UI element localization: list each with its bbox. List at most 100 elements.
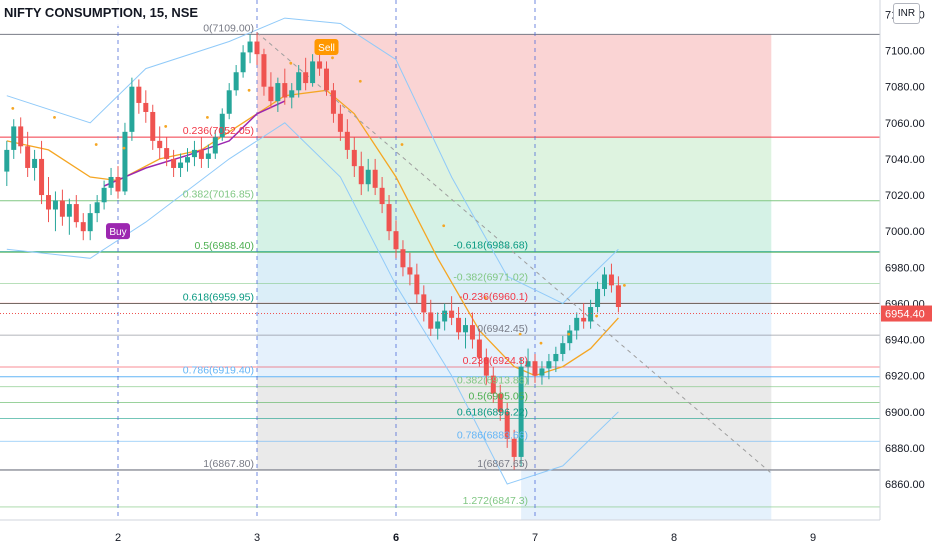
candle-body bbox=[185, 157, 190, 163]
candle-body bbox=[330, 90, 336, 114]
time-tick-label: 6 bbox=[393, 532, 399, 544]
fib-zone-0.5 bbox=[257, 252, 772, 304]
fib-zone-0.382 bbox=[257, 200, 772, 253]
candle bbox=[226, 83, 232, 120]
candle bbox=[143, 90, 149, 123]
candle-body bbox=[87, 213, 93, 232]
candle-body bbox=[337, 113, 343, 132]
candle-body bbox=[358, 166, 364, 185]
candle bbox=[483, 348, 489, 385]
candle bbox=[11, 119, 17, 159]
candle bbox=[344, 119, 350, 159]
fib-zone-0.618 bbox=[257, 303, 772, 377]
sar-dot bbox=[400, 143, 404, 146]
candle bbox=[59, 189, 65, 226]
candle bbox=[581, 303, 587, 329]
candle-body bbox=[212, 137, 218, 154]
fib-label-secondary: 0.786(6883.66) bbox=[457, 429, 528, 441]
candle bbox=[46, 176, 51, 223]
candle-body bbox=[178, 162, 184, 168]
sar-dot bbox=[289, 61, 293, 65]
candle-body bbox=[400, 249, 406, 268]
candle bbox=[351, 137, 357, 177]
candle-body bbox=[421, 294, 427, 313]
candle-body bbox=[344, 131, 350, 150]
candle-body bbox=[4, 149, 10, 172]
candle bbox=[108, 167, 114, 196]
time-tick-label: 8 bbox=[671, 532, 677, 544]
fib-label-secondary: 0.236(6924.8) bbox=[463, 355, 528, 367]
candle-body bbox=[456, 317, 462, 333]
candle bbox=[511, 429, 517, 470]
candle-body bbox=[442, 310, 448, 322]
candle-body bbox=[615, 285, 621, 308]
candle-body bbox=[581, 317, 587, 322]
candle-body bbox=[546, 361, 552, 369]
fib-labels: 0(7109.00) 0.236(7052.05) 0.382(7016.85) 0.… bbox=[183, 22, 528, 507]
candle bbox=[115, 166, 121, 199]
candle bbox=[178, 153, 184, 177]
candle bbox=[532, 353, 538, 383]
candle-body bbox=[219, 113, 225, 138]
fib-label-secondary: 0(6942.45) bbox=[477, 323, 528, 335]
candle-body bbox=[518, 366, 524, 457]
candle-body bbox=[511, 438, 517, 457]
sar-dot bbox=[518, 332, 522, 336]
candle bbox=[386, 195, 392, 241]
candle-body bbox=[317, 61, 323, 69]
price-axis-bg bbox=[880, 0, 932, 550]
price-tick-label: 7000.00 bbox=[885, 226, 925, 238]
fib-label-secondary: -0.382(6971.02) bbox=[453, 272, 528, 284]
candle-body bbox=[414, 274, 420, 295]
candle bbox=[282, 68, 288, 105]
candle bbox=[449, 296, 455, 326]
candle-body bbox=[233, 72, 239, 91]
candle-body bbox=[46, 195, 51, 210]
candle bbox=[463, 317, 468, 349]
candle-body bbox=[18, 126, 24, 147]
price-tick-label: 6860.00 bbox=[885, 479, 925, 491]
candle bbox=[393, 220, 399, 259]
candle-body bbox=[393, 231, 399, 250]
candle bbox=[615, 276, 621, 313]
currency-badge[interactable]: INR bbox=[893, 3, 920, 24]
chart-title: NIFTY CONSUMPTION, 15, NSE bbox=[0, 0, 199, 26]
candle-body bbox=[553, 353, 559, 362]
candle-body bbox=[365, 169, 371, 185]
candle bbox=[185, 148, 190, 172]
candle bbox=[546, 353, 552, 380]
fib-label-secondary: 0.382(6913.88) bbox=[457, 375, 528, 387]
candle bbox=[32, 149, 38, 181]
candle-body bbox=[574, 317, 580, 331]
candle-body bbox=[463, 325, 468, 333]
candle-body bbox=[94, 202, 100, 214]
sar-dot bbox=[94, 143, 98, 146]
candle-body bbox=[303, 72, 309, 84]
time-tick-label: 2 bbox=[115, 532, 121, 544]
sar-dot bbox=[206, 115, 209, 119]
candle-body bbox=[143, 102, 149, 112]
candle-body bbox=[268, 86, 274, 102]
candle-body bbox=[59, 200, 65, 217]
candle bbox=[379, 176, 385, 214]
time-tick-label: 9 bbox=[810, 532, 816, 544]
candle-body bbox=[122, 131, 128, 192]
candles bbox=[4, 32, 621, 470]
signal-sell: Sell bbox=[314, 38, 339, 55]
candle-body bbox=[261, 54, 267, 87]
candle bbox=[435, 312, 441, 340]
candle-body bbox=[595, 288, 601, 308]
candle bbox=[219, 108, 225, 141]
candle-body bbox=[191, 149, 197, 158]
candle bbox=[469, 312, 475, 349]
fib-zone-0.236 bbox=[257, 137, 772, 201]
candle-body bbox=[282, 83, 288, 98]
price-tick-label: 7040.00 bbox=[885, 154, 925, 166]
candle bbox=[421, 285, 427, 322]
upper-band bbox=[6, 17, 619, 305]
candle-body bbox=[240, 52, 246, 73]
candle bbox=[518, 357, 524, 466]
candle-body bbox=[52, 200, 58, 210]
